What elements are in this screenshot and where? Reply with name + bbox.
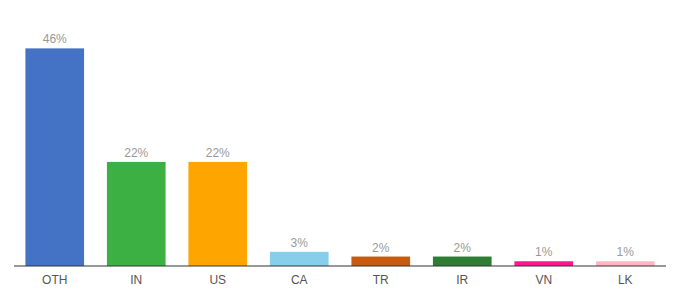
x-tick-label: VN [535, 273, 552, 287]
x-tick-label: TR [373, 273, 389, 287]
data-label: 22% [206, 146, 230, 160]
x-tick-label: CA [291, 273, 308, 287]
x-tick-label: US [209, 273, 226, 287]
data-label: 22% [124, 146, 148, 160]
data-label: 2% [454, 241, 472, 255]
data-label: 46% [43, 32, 67, 46]
x-tick-label: IR [456, 273, 468, 287]
bar [25, 48, 84, 266]
x-tick-label: IN [130, 273, 142, 287]
bar [596, 261, 655, 266]
chart: 46% 22% 22% 3% 2% 2% 1% 1% OTH IN US CA TR IR VN LK [0, 0, 680, 300]
x-axis-line [14, 265, 666, 266]
data-label: 2% [372, 241, 390, 255]
chart-container: 46% 22% 22% 3% 2% 2% 1% 1% OTH IN US CA TR IR VN LK [0, 0, 680, 300]
x-tick-label: LK [618, 273, 633, 287]
bar [107, 162, 166, 266]
x-tick-label: OTH [42, 273, 67, 287]
bars [25, 48, 654, 266]
bar [514, 261, 573, 266]
bar [433, 257, 492, 266]
bar [351, 257, 410, 266]
data-label: 1% [617, 245, 635, 259]
data-label: 3% [291, 236, 309, 250]
data-labels: 46% 22% 22% 3% 2% 2% 1% 1% [43, 32, 635, 259]
data-label: 1% [535, 245, 553, 259]
bar [188, 162, 247, 266]
bar [270, 252, 329, 266]
x-tick-labels: OTH IN US CA TR IR VN LK [42, 273, 633, 287]
